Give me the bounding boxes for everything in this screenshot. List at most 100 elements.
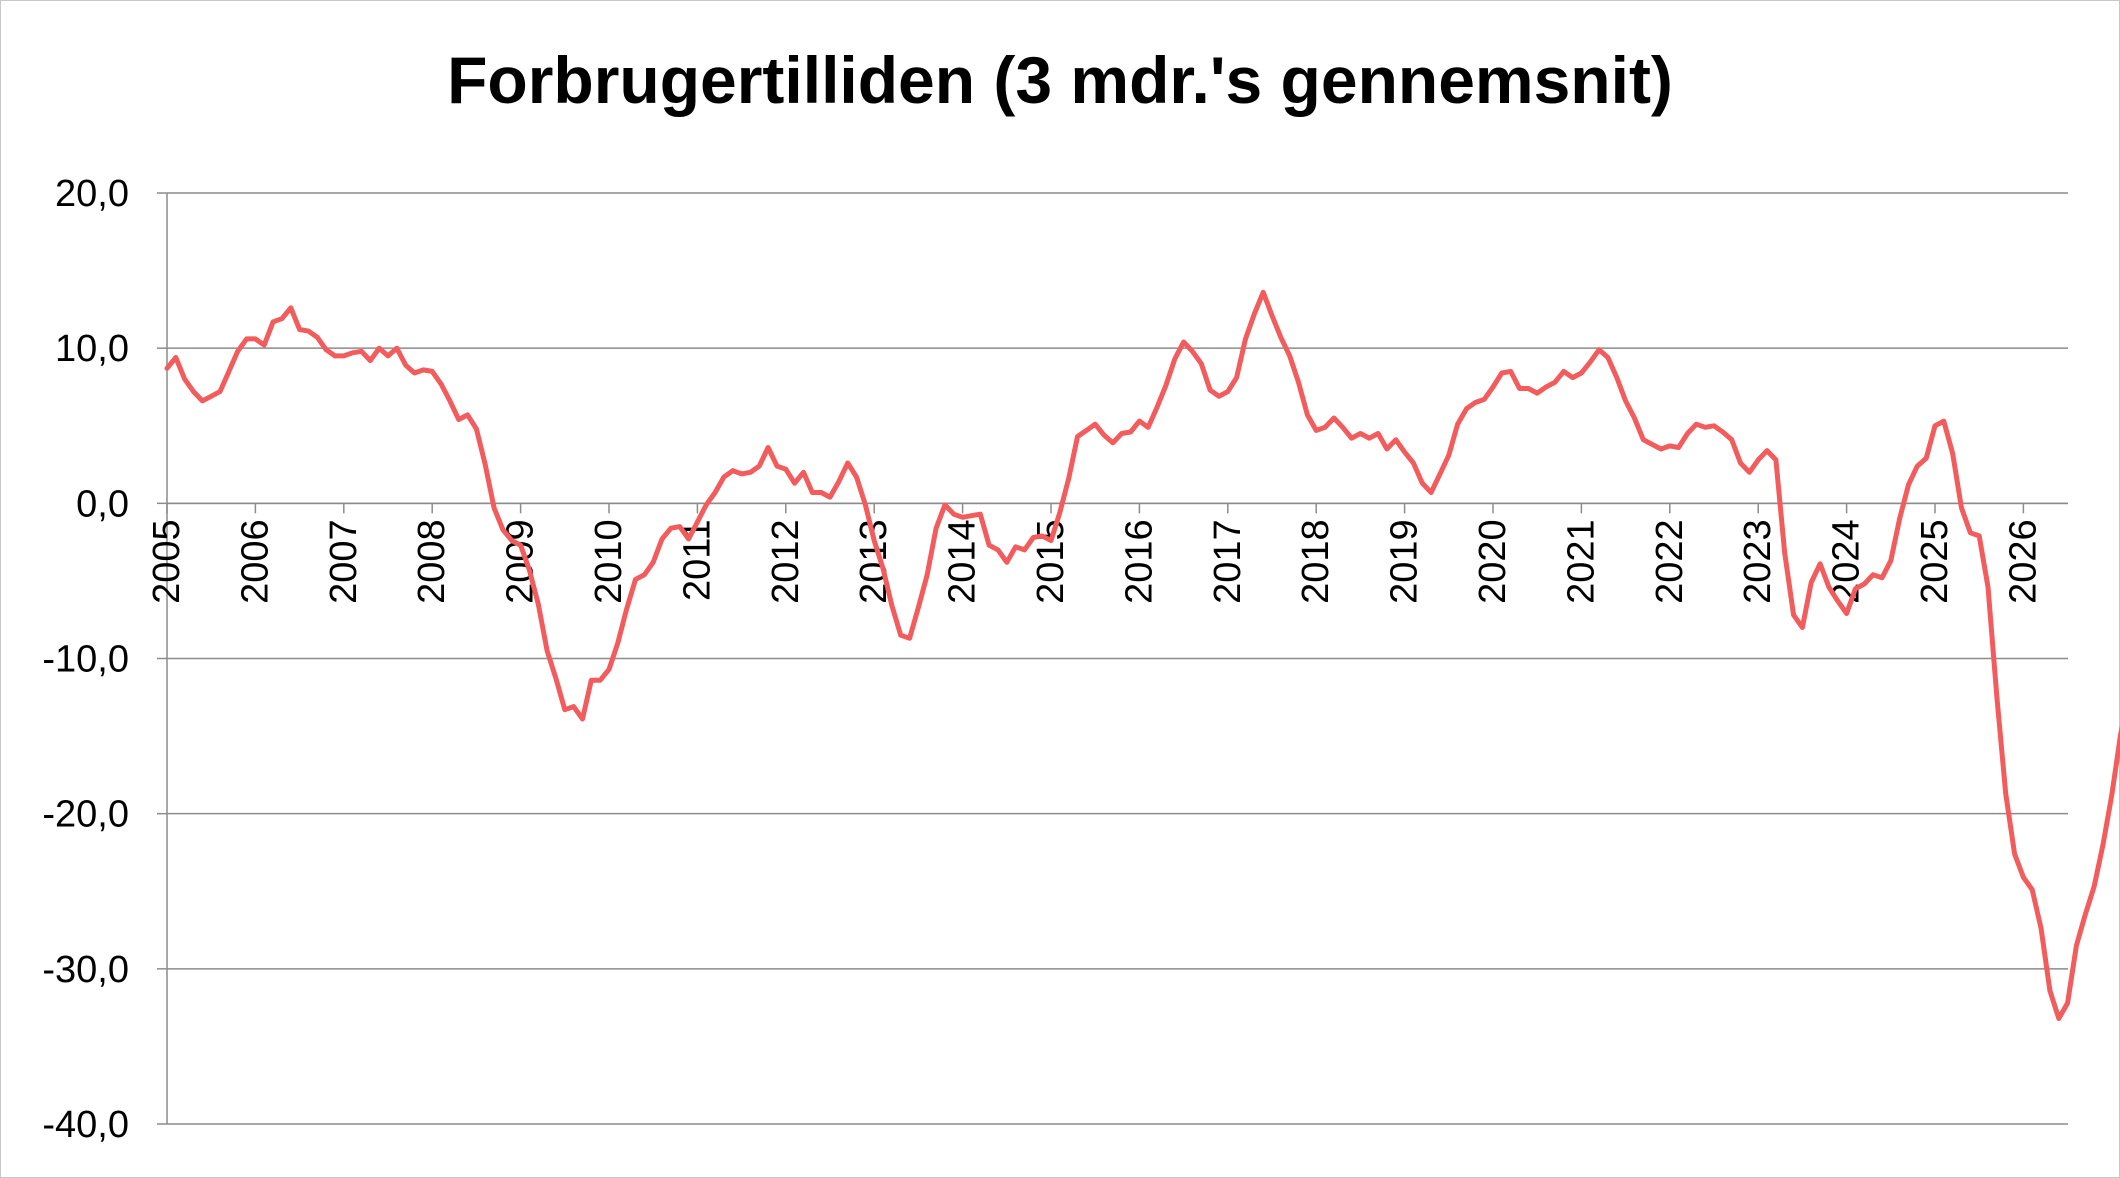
data-point [1208, 388, 1213, 393]
data-point [509, 538, 514, 543]
data-point [925, 572, 930, 577]
data-point [845, 461, 850, 466]
data-point [2092, 884, 2097, 889]
data-point [1552, 380, 1557, 385]
data-point [801, 470, 806, 475]
data-point [253, 336, 258, 341]
data-point [394, 346, 399, 351]
data-point [1685, 431, 1690, 436]
data-point [315, 335, 320, 340]
data-point [1234, 375, 1239, 380]
data-point [518, 543, 523, 548]
data-point [1756, 457, 1761, 462]
data-point [554, 676, 559, 681]
data-point [739, 471, 744, 476]
data-point [836, 479, 841, 484]
x-tick-label: 2022 [1649, 519, 1691, 604]
data-point [1261, 290, 1266, 295]
data-point [960, 515, 965, 520]
data-point [642, 572, 647, 577]
data-point [447, 398, 452, 403]
data-point [226, 369, 231, 374]
data-point [872, 538, 877, 543]
data-point [580, 717, 585, 722]
x-tick-label: 2019 [1384, 519, 1426, 604]
grid-lines [157, 192, 2068, 1125]
data-point [386, 353, 391, 358]
data-point [1897, 516, 1902, 521]
data-point [536, 602, 541, 607]
x-tick-label: 2020 [1472, 519, 1514, 604]
data-point [1314, 428, 1319, 433]
data-point [721, 475, 726, 480]
data-point [1694, 422, 1699, 427]
data-point [1022, 547, 1027, 552]
data-point [333, 353, 338, 358]
data-point [288, 305, 293, 310]
data-point [589, 678, 594, 683]
data-point [262, 343, 267, 348]
data-point [1367, 436, 1372, 441]
data-point [1994, 695, 1999, 700]
data-point [1137, 419, 1142, 424]
data-point [704, 502, 709, 507]
data-point [1446, 453, 1451, 458]
data-point [1667, 443, 1672, 448]
data-point [1473, 400, 1478, 405]
data-point [1508, 369, 1513, 374]
data-point [1844, 611, 1849, 616]
data-point [1110, 440, 1115, 445]
data-point [775, 464, 780, 469]
data-point [1199, 361, 1204, 366]
data-point [819, 490, 824, 495]
data-point [598, 678, 603, 683]
data-point [863, 502, 868, 507]
data-point [1623, 398, 1628, 403]
data-point [368, 358, 373, 363]
data-point [2056, 1016, 2061, 1021]
data-point [677, 524, 682, 529]
data-point [1526, 386, 1531, 391]
data-point [2065, 1001, 2070, 1006]
data-point [2030, 887, 2035, 892]
data-point [200, 398, 205, 403]
data-point [324, 347, 329, 352]
data-point [191, 389, 196, 394]
x-tick-label: 2012 [765, 519, 807, 604]
data-point [430, 369, 435, 374]
data-point [1305, 412, 1310, 417]
data-point [1491, 385, 1496, 390]
data-point [1163, 383, 1168, 388]
data-point [1826, 585, 1831, 590]
data-point [810, 490, 815, 495]
data-point [1243, 336, 1248, 341]
y-tick-label: -30,0 [42, 949, 129, 991]
data-point [2003, 791, 2008, 796]
data-point [1632, 416, 1637, 421]
data-point [1287, 353, 1292, 358]
data-point [1393, 437, 1398, 442]
data-point [377, 346, 382, 351]
data-point [1349, 436, 1354, 441]
data-point [1049, 538, 1054, 543]
x-tick-label: 2007 [323, 519, 365, 604]
data-point [1800, 625, 1805, 630]
data-point [297, 327, 302, 332]
data-point [500, 527, 505, 532]
data-point [624, 606, 629, 611]
data-point [1172, 357, 1177, 362]
x-tick-label: 2021 [1560, 519, 1602, 604]
data-point [2021, 875, 2026, 880]
data-point [1084, 428, 1089, 433]
data-point [1941, 419, 1946, 424]
data-point [235, 349, 240, 354]
data-point [1676, 445, 1681, 450]
data-point [1880, 575, 1885, 580]
data-point [1747, 470, 1752, 475]
data-point [562, 707, 567, 712]
data-point [916, 605, 921, 610]
y-tick-label: 20,0 [55, 173, 129, 215]
data-point [527, 568, 532, 573]
data-point [2074, 943, 2079, 948]
